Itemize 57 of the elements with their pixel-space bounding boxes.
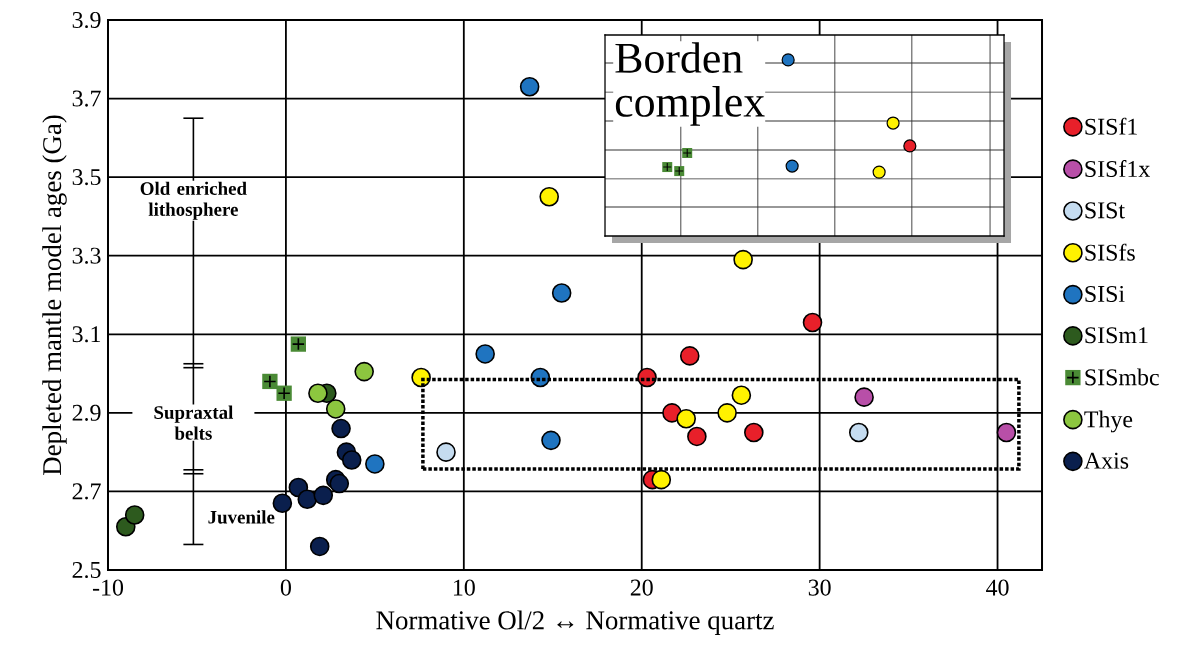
annotation: Supraxtal belts: [154, 405, 234, 440]
point: [731, 385, 752, 405]
point: [687, 426, 707, 447]
point: [354, 361, 374, 382]
point: [717, 403, 737, 423]
y-tick-label: 3.9: [72, 11, 101, 29]
point: [744, 422, 764, 443]
point: [996, 422, 1017, 443]
legend-label: Axis: [1084, 452, 1129, 469]
y-tick-label: 2.9: [72, 404, 101, 421]
legend-label: SISt: [1085, 202, 1125, 219]
point: [365, 454, 385, 474]
point: [331, 418, 351, 439]
text: Borden complex: [615, 42, 765, 126]
legend-label: SISf1: [1085, 117, 1137, 135]
y-tick-label: 2.5: [72, 561, 101, 579]
point: [802, 312, 823, 333]
y-tick-label: 3.1: [72, 326, 101, 343]
point: [733, 249, 753, 270]
x-tick-label: 40: [986, 579, 1009, 596]
point: [309, 536, 330, 557]
y-tick-label: 2.7: [72, 483, 101, 500]
x-tick-label: 20: [630, 579, 653, 596]
point: [848, 422, 869, 443]
x-tick-label: 30: [808, 579, 831, 596]
point: [308, 383, 328, 404]
y-tick-label: 3.3: [72, 247, 101, 264]
x-axis-title: Normative Ol/2 ↔ Normative quartz: [376, 610, 774, 635]
point: [539, 186, 560, 207]
point: [475, 344, 495, 364]
point: [297, 489, 318, 510]
y-tick-label: 3.5: [72, 169, 101, 186]
legend-label: Thye: [1084, 410, 1133, 433]
point: [854, 387, 874, 407]
point: [325, 399, 346, 419]
point: [124, 505, 145, 525]
annotation: Juvenile: [208, 510, 275, 524]
point: [651, 469, 672, 490]
legend-label: SISi: [1085, 285, 1125, 302]
point: [541, 430, 561, 451]
y-axis-title: Depleted mantle model ages (Ga): [42, 115, 67, 475]
point: [341, 450, 362, 470]
x-tick-label: 10: [453, 579, 475, 596]
x-tick-label: -10: [92, 579, 124, 596]
y-tick-label: 3.7: [72, 90, 101, 107]
legend-label: SISm1: [1085, 327, 1148, 344]
legend-label: SISf1x: [1085, 160, 1150, 178]
legend-label: SISfs: [1085, 243, 1135, 261]
point: [313, 485, 334, 506]
point: [551, 283, 572, 303]
point: [676, 408, 696, 429]
point: [436, 442, 456, 462]
point: [519, 76, 540, 97]
legend-label: SISmbc: [1085, 368, 1159, 386]
x-tick-label: 0: [280, 579, 291, 596]
point: [679, 346, 700, 366]
annotation: Old enriched lithosphere: [140, 181, 247, 220]
